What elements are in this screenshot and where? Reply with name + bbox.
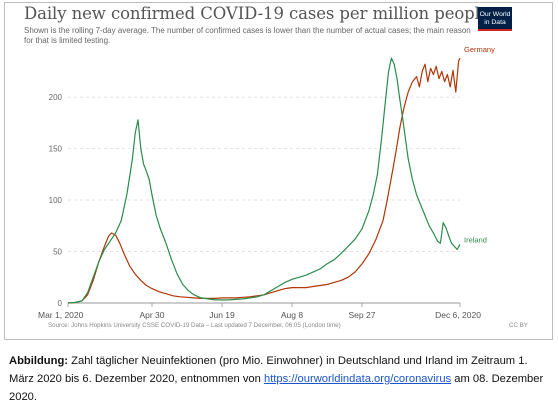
x-tick-label: Aug 8: [281, 310, 303, 320]
source-note: Source: Johns Hopkins University CSSE CO…: [48, 322, 341, 329]
series-lines: [67, 57, 461, 304]
caption-link[interactable]: https://ourworldindata.org/coronavirus: [263, 373, 452, 385]
series-line-ireland[interactable]: [67, 57, 461, 304]
owid-logo-line-1: Our World: [479, 11, 511, 18]
series-label-germany[interactable]: Germany: [464, 45, 495, 54]
caption-suffix: am 08. Dezember 2020.: [9, 373, 544, 403]
y-axis-ticks: 0 50 100 150 200: [49, 93, 63, 308]
y-tick-label: 200: [49, 93, 63, 102]
y-tick-label: 150: [49, 145, 63, 154]
x-axis-ticks: Mar 1, 2020 Apr 30 Jun 19 Aug 8 Sep 27 Dec 6,…: [38, 303, 481, 320]
caption-text: Zahl täglicher Neuinfektionen (pro Mio. …: [9, 355, 528, 385]
grid-lines: [68, 96, 460, 252]
series-label-ireland[interactable]: Ireland: [464, 235, 487, 244]
x-tick-label: Sep 27: [349, 310, 376, 320]
license-label[interactable]: CC BY: [509, 322, 528, 329]
owid-logo[interactable]: Our World in Data: [478, 7, 512, 31]
x-tick-label: Jun 19: [209, 310, 235, 320]
series-line-germany[interactable]: [67, 57, 461, 304]
y-tick-label: 0: [58, 299, 63, 308]
chart-subtitle: Shown is the rolling 7-day average. The …: [24, 26, 471, 45]
chart-frame: [4, 2, 553, 340]
caption-label: Abbildung:: [9, 355, 69, 367]
x-tick-label: Apr 30: [139, 310, 164, 320]
series-labels: Germany Ireland: [464, 45, 495, 244]
y-tick-label: 50: [53, 248, 62, 257]
figure-caption: Abbildung: Zahl täglicher Neuinfektionen…: [9, 352, 554, 406]
x-tick-label: Mar 1, 2020: [38, 310, 84, 320]
owid-logo-line-2: in Data: [484, 18, 506, 26]
chart-title: Daily new confirmed COVID-19 cases per m…: [24, 4, 490, 23]
y-tick-label: 100: [49, 196, 63, 205]
x-tick-label: Dec 6, 2020: [435, 310, 481, 320]
line-chart: 0 50 100 150 200 Mar 1, 2020 Apr 30 Jun 19 Aug …: [38, 45, 495, 320]
